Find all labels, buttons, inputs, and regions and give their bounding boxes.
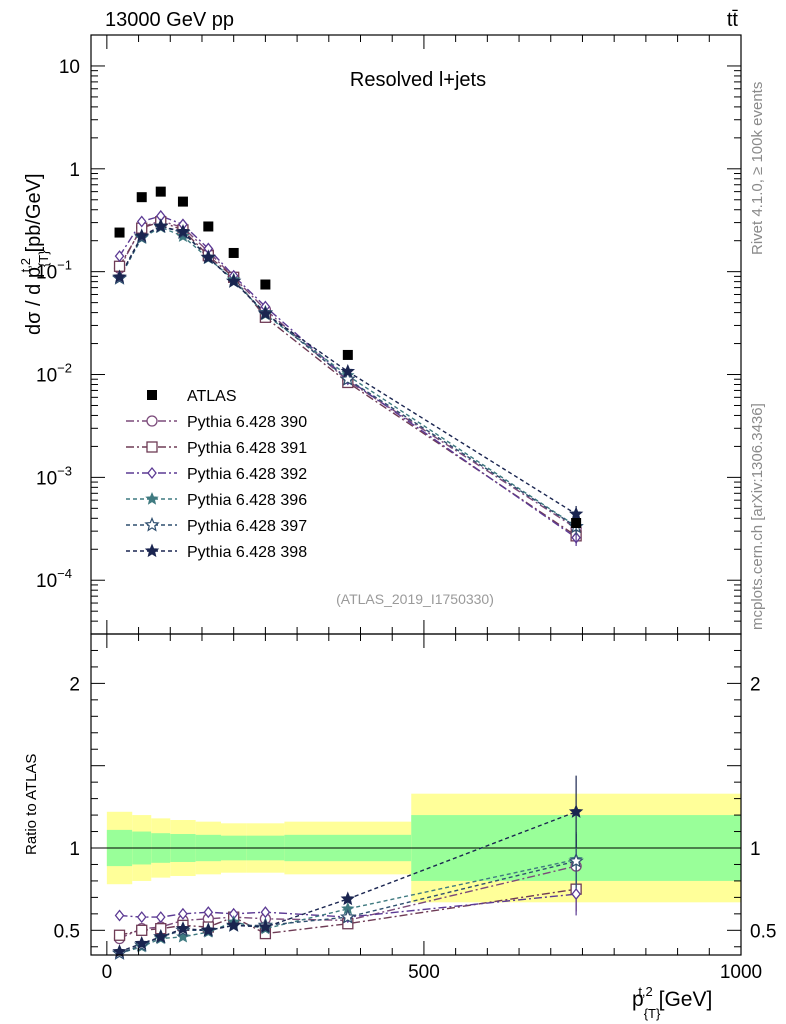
ratio-tick-label-right: 1 <box>750 839 761 860</box>
y-axis-label: dσ / d p{T}t,2 [pb/GeV] <box>18 173 51 335</box>
series-marker-ratio <box>134 935 149 950</box>
rivet-version-label: Rivet 4.1.0, ≥ 100k events <box>749 82 766 255</box>
x-tick-label: 0 <box>102 962 113 983</box>
series-marker-main <box>114 250 125 263</box>
atlas-data-point <box>342 349 353 360</box>
plot-title: Resolved l+jets <box>350 69 486 91</box>
series-line-ratio <box>119 893 577 918</box>
series-marker-main <box>226 273 241 288</box>
series-marker-main <box>134 228 149 243</box>
series-marker-main <box>258 306 273 320</box>
series-marker-ratio <box>114 909 125 922</box>
legend-label: Pythia 6.428 390 <box>187 414 307 431</box>
legend-label: Pythia 6.428 398 <box>187 544 307 561</box>
series-marker-ratio <box>203 906 214 919</box>
series-marker-main <box>112 269 127 284</box>
legend-marker <box>146 441 158 453</box>
series-marker-ratio <box>571 888 581 901</box>
atlas-data-point <box>203 221 214 232</box>
series-marker-main <box>153 218 168 233</box>
legend-label: ATLAS <box>187 388 237 405</box>
series-marker-ratio <box>226 917 241 932</box>
series-marker-ratio <box>568 853 584 868</box>
series-marker-main <box>340 363 355 378</box>
legend-entry: Pythia 6.428 397 <box>126 516 307 535</box>
legend-entry: Pythia 6.428 390 <box>126 414 307 431</box>
series-marker-ratio <box>155 911 166 924</box>
ratio-tick-label: 0.5 <box>54 921 80 942</box>
legend-entry: Pythia 6.428 391 <box>126 440 307 457</box>
analysis-id: (ATLAS_2019_I1750330) <box>336 591 494 607</box>
series-marker-ratio <box>136 924 148 936</box>
ratio-tick-label-right: 0.5 <box>750 921 776 942</box>
series-marker-ratio <box>260 906 271 919</box>
atlas-data-point <box>260 279 271 290</box>
ratio-tick-label: 2 <box>69 674 80 695</box>
x-tick-label: 500 <box>408 962 440 983</box>
atlas-data-point <box>136 192 147 203</box>
legend-label: Pythia 6.428 397 <box>187 518 307 535</box>
series-marker-ratio <box>153 929 168 944</box>
legend-label: Pythia 6.428 392 <box>187 466 307 483</box>
legend-entry: ATLAS <box>147 388 237 405</box>
atlas-data-point <box>155 186 166 197</box>
ratio-y-axis-label: Ratio to ATLAS <box>23 754 40 855</box>
series-marker-ratio <box>175 921 191 935</box>
x-tick-label: 1000 <box>720 962 762 983</box>
legend-marker <box>147 390 157 400</box>
y-tick-label: 10 <box>59 57 80 78</box>
series-marker-ratio <box>113 929 126 941</box>
series-marker-ratio <box>178 907 188 920</box>
series-marker-ratio <box>176 929 190 943</box>
legend-marker <box>144 516 160 532</box>
series-marker-main <box>201 249 216 264</box>
series-marker-ratio <box>136 911 147 924</box>
legend-entry: Pythia 6.428 398 <box>126 543 307 561</box>
x-axis-label: p{T}t,2 [GeV] <box>632 984 712 1021</box>
y-tick-label: 10−3 <box>36 463 72 489</box>
series-marker-ratio <box>258 919 273 934</box>
y-tick-label: 1 <box>69 160 80 181</box>
atlas-data-point <box>228 247 239 258</box>
series-marker-main <box>175 224 191 238</box>
legend-entry: Pythia 6.428 396 <box>126 491 307 509</box>
ratio-tick-label-right: 2 <box>750 674 761 695</box>
ratio-tick-label: 1 <box>69 839 80 860</box>
process-label: tt̄ <box>727 9 739 31</box>
legend-marker <box>147 466 157 480</box>
legend-label: Pythia 6.428 391 <box>187 440 307 457</box>
series-line-main <box>118 226 577 527</box>
legend-entry: Pythia 6.428 392 <box>126 466 307 483</box>
series-marker-ratio <box>568 804 584 818</box>
ratio-panel-frame <box>90 633 742 956</box>
y-tick-label: 10−1 <box>36 258 72 284</box>
atlas-data-point <box>177 196 188 207</box>
series-marker-ratio <box>340 909 356 924</box>
legend-label: Pythia 6.428 396 <box>187 492 307 509</box>
mcplots-label: mcplots.cern.ch [arXiv:1306.3436] <box>749 403 766 630</box>
series-marker-main <box>340 371 356 386</box>
y-tick-label: 10−4 <box>36 566 72 592</box>
legend-marker <box>145 491 159 505</box>
atlas-data-point <box>114 227 125 238</box>
series-marker-ratio <box>340 891 356 906</box>
series-marker-main <box>136 215 147 228</box>
y-tick-label: 10−2 <box>36 361 72 387</box>
series-marker-ratio <box>201 922 216 937</box>
series-line-ratio <box>119 888 577 936</box>
atlas-data-point <box>571 518 582 529</box>
energy-label: 13000 GeV pp <box>105 9 234 31</box>
legend-marker <box>146 415 158 427</box>
legend-marker <box>144 543 160 558</box>
